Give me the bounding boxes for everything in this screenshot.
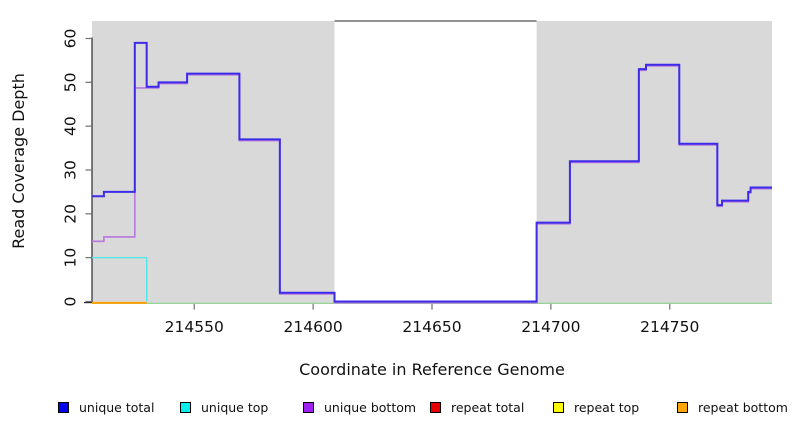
y-tick-label: 40 (61, 116, 79, 136)
series-line-unique-top (92, 256, 148, 302)
legend-item-unique-total: unique total (58, 398, 154, 416)
legend-item-repeat-total: repeat total (430, 398, 524, 416)
y-tick-label: 50 (61, 72, 79, 92)
legend-label: repeat top (574, 399, 640, 415)
legend-label: unique top (201, 399, 269, 415)
legend-item-unique-bottom: unique bottom (303, 398, 416, 416)
legend-item-repeat-bottom: repeat bottom (677, 398, 788, 416)
legend-label: repeat bottom (698, 399, 788, 415)
legend-swatch (430, 401, 441, 413)
x-tick-label: 214550 (165, 318, 224, 336)
legend-swatch (553, 401, 564, 413)
legend: unique total unique top unique bottom repea… (0, 398, 792, 418)
legend-label: unique total (79, 399, 155, 415)
legend-item-repeat-top: repeat top (553, 398, 639, 416)
y-tick-label: 30 (61, 160, 79, 180)
y-tick-label: 20 (61, 204, 79, 224)
y-tick-label: 0 (61, 297, 79, 307)
legend-label: unique bottom (324, 399, 417, 415)
x-tick-label: 214750 (640, 318, 699, 336)
x-axis-title: Coordinate in Reference Genome (299, 360, 565, 379)
series-line-unique-total (92, 41, 772, 303)
y-tick-label: 60 (61, 29, 79, 49)
y-tick-label: 10 (61, 248, 79, 268)
panel-gap-region (334, 21, 537, 303)
legend-swatch (303, 401, 314, 413)
legend-swatch (677, 401, 688, 413)
legend-label: repeat total (451, 399, 525, 415)
legend-swatch (58, 401, 69, 413)
x-tick-label: 214700 (521, 318, 580, 336)
y-axis-title-wrap: Read Coverage Depth (9, 61, 28, 261)
x-tick-label: 214650 (402, 318, 461, 336)
x-tick-label: 214600 (284, 318, 343, 336)
legend-swatch (180, 401, 191, 413)
panel-shaded-region (92, 21, 335, 303)
legend-item-unique-top: unique top (180, 398, 268, 416)
y-axis-title: Read Coverage Depth (9, 73, 28, 249)
